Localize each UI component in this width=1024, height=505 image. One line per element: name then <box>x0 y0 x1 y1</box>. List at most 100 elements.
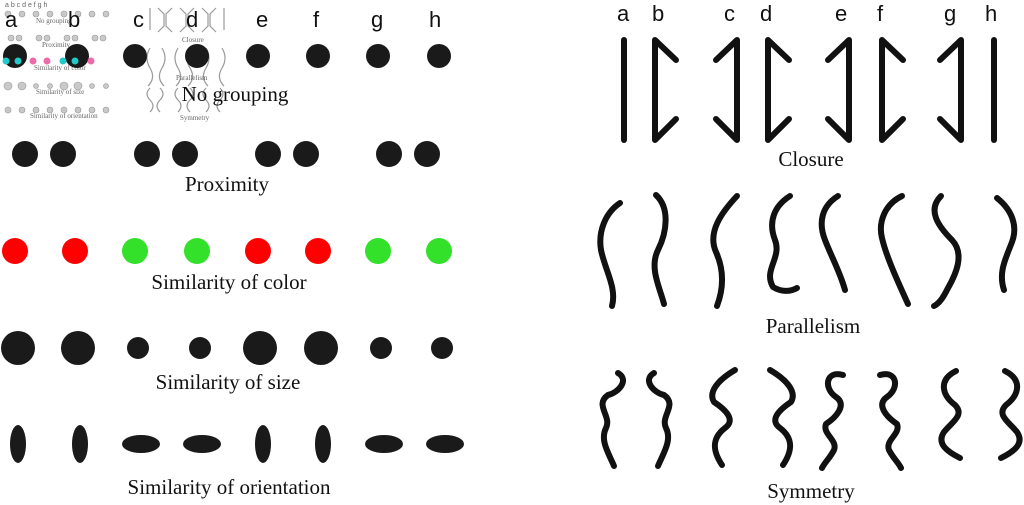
right-letter-e: e <box>835 1 847 26</box>
parallel-curve-e <box>818 193 848 293</box>
thumb-letters: a b c d e f g h <box>5 2 48 9</box>
right-letter-g: g <box>944 1 956 26</box>
thumb-dot <box>3 81 13 91</box>
right-letter-h: h <box>985 1 997 26</box>
parallel-curve-a <box>597 200 623 309</box>
size-dot-f <box>304 331 338 365</box>
thumb-pink-dot-1 <box>29 57 37 65</box>
letter-e: e <box>256 7 268 32</box>
color-dot-a <box>2 238 28 264</box>
parallel-curve-g <box>931 193 962 309</box>
right-letter-d: d <box>760 1 772 26</box>
dot-c <box>123 44 147 68</box>
thumb-cyan-dot-3 <box>59 57 67 65</box>
thumb-dot <box>88 106 96 114</box>
thumb-dot <box>15 34 23 42</box>
closure-shape-c <box>713 37 740 143</box>
letter-f: f <box>313 7 320 32</box>
parallel-curve-c <box>710 193 740 309</box>
thumb-dot <box>43 34 51 42</box>
thumb-caption-symmetry: Symmetry <box>180 114 210 122</box>
right-letter-a: a <box>617 1 630 26</box>
dot-h <box>427 44 451 68</box>
parallel-curve-h <box>994 195 1018 293</box>
dot-f <box>306 44 330 68</box>
thumb-caption-orientation: Similarity of orientation <box>30 112 98 120</box>
orient-ellipse-c <box>122 435 160 453</box>
thumb-dot <box>46 106 54 114</box>
row-no-grouping: No grouping <box>2 44 451 106</box>
thumb-dot <box>47 83 53 89</box>
letter-h: h <box>429 7 441 32</box>
color-dot-g <box>365 238 391 264</box>
letter-d: d <box>186 7 198 32</box>
parallel-curve-d <box>767 193 800 294</box>
right-letter-b: b <box>652 1 664 26</box>
thumb-dot <box>99 34 107 42</box>
size-dot-a <box>1 331 35 365</box>
prox-dot-g <box>376 141 402 167</box>
thumb-dot <box>74 10 82 18</box>
thumb-caption-closure: Closure <box>182 36 204 44</box>
color-dot-f <box>305 238 331 264</box>
left-panel: a b c d e f g h No grouping Proximity Si… <box>1 2 464 499</box>
thumb-dot <box>102 106 110 114</box>
prox-dot-e <box>255 141 281 167</box>
caption-proximity: Proximity <box>185 172 270 196</box>
prox-dot-a <box>12 141 38 167</box>
color-dot-c <box>122 238 148 264</box>
thumb-caption-size: Similarity of size <box>36 88 84 96</box>
closure-shape-g <box>937 37 964 143</box>
orient-ellipse-g <box>365 435 403 453</box>
thumbnail-right: Closure Parallelism Symmetry <box>146 7 226 122</box>
symmetry-curve-d <box>767 367 796 468</box>
thumb-dot <box>74 106 82 114</box>
caption-no-grouping: No grouping <box>182 82 289 106</box>
color-dot-h <box>426 238 452 264</box>
letter-g: g <box>371 7 383 32</box>
closure-shape-d <box>765 37 792 143</box>
orient-ellipse-d <box>183 435 221 453</box>
thumb-dot <box>4 10 12 18</box>
size-dot-g <box>370 337 392 359</box>
thumb-dot <box>89 83 95 89</box>
row-symmetry: Symmetry <box>599 367 1023 503</box>
thumb-dot <box>32 10 40 18</box>
right-panel: a b c d e f g h Closure <box>597 1 1023 503</box>
symmetry-curve-h <box>998 368 1023 461</box>
size-dot-e <box>243 331 277 365</box>
thumb-pink-dot-3 <box>87 57 95 65</box>
size-dot-c <box>127 337 149 359</box>
thumb-dot <box>91 34 99 42</box>
thumb-dot <box>18 106 26 114</box>
dot-g <box>366 44 390 68</box>
thumb-dot <box>103 83 109 89</box>
thumb-dot <box>35 34 43 42</box>
orient-ellipse-b <box>72 425 88 463</box>
size-dot-d <box>189 337 211 359</box>
orient-ellipse-a <box>10 425 26 463</box>
thumb-caption-no-grouping: No grouping <box>36 17 72 25</box>
symmetry-curve-e <box>819 371 846 471</box>
thumb-dot <box>33 83 39 89</box>
color-dot-e <box>245 238 271 264</box>
orient-ellipse-e <box>255 425 271 463</box>
color-dot-d <box>184 238 210 264</box>
thumb-dot <box>18 10 26 18</box>
closure-shape-f <box>879 37 906 143</box>
closure-shape-e <box>825 37 852 143</box>
prox-dot-c <box>134 141 160 167</box>
symmetry-curve-a <box>599 370 626 469</box>
right-letter-c: c <box>724 1 735 26</box>
parallel-curve-f <box>878 193 911 307</box>
thumb-dot <box>60 10 68 18</box>
thumb-cyan-dot-2 <box>14 57 22 65</box>
parallel-curve-b <box>651 192 669 307</box>
prox-dot-d <box>172 141 198 167</box>
symmetry-curve-c <box>709 367 738 468</box>
thumb-caption-color: Similarity of color <box>34 64 86 72</box>
thumb-dot <box>63 34 71 42</box>
caption-closure: Closure <box>778 147 843 171</box>
row-proximity: Proximity <box>12 141 440 196</box>
